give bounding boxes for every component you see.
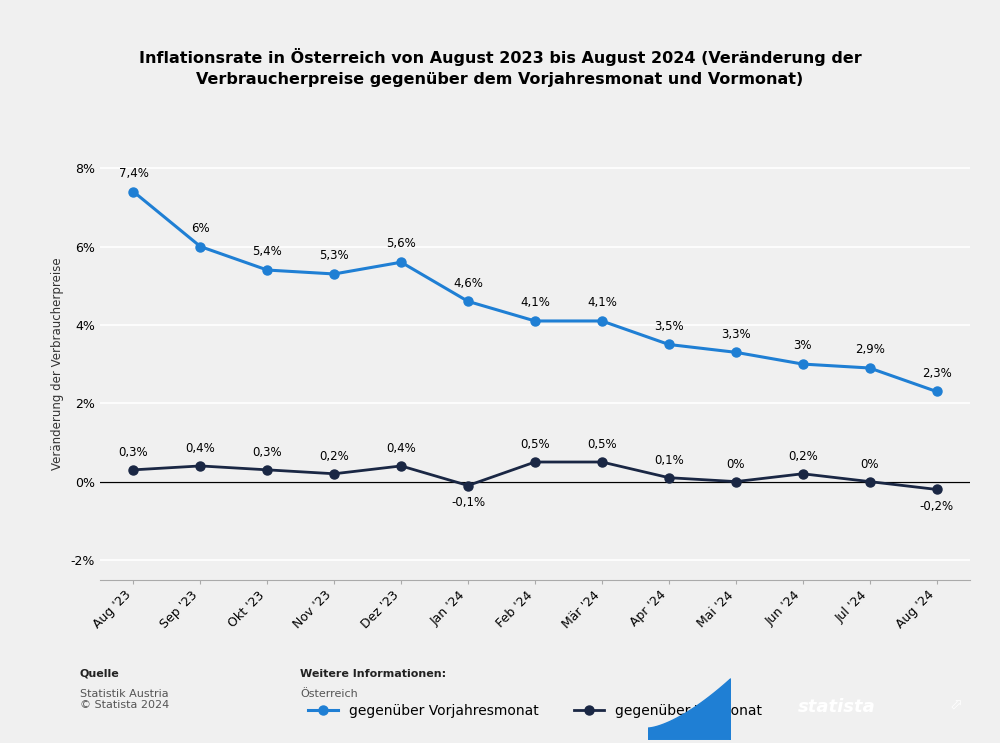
Text: 0,3%: 0,3% — [119, 446, 148, 459]
Text: 5,3%: 5,3% — [319, 249, 349, 262]
Text: 3,5%: 3,5% — [654, 319, 684, 333]
Text: 0,2%: 0,2% — [788, 450, 818, 463]
Text: Statistik Austria
© Statista 2024: Statistik Austria © Statista 2024 — [80, 689, 169, 710]
Text: Österreich: Österreich — [300, 689, 358, 698]
Legend: gegenüber Vorjahresmonat, gegenüber Vormonat: gegenüber Vorjahresmonat, gegenüber Vorm… — [302, 698, 768, 724]
Text: Weitere Informationen:: Weitere Informationen: — [300, 669, 446, 678]
Text: -0,1%: -0,1% — [451, 496, 485, 510]
Text: 4,1%: 4,1% — [587, 296, 617, 309]
Text: 0%: 0% — [860, 458, 879, 470]
Text: 0%: 0% — [727, 458, 745, 470]
Text: 3,3%: 3,3% — [721, 328, 751, 340]
Text: 7,4%: 7,4% — [119, 167, 148, 180]
Text: 2,9%: 2,9% — [855, 343, 885, 356]
Text: ⬀: ⬀ — [949, 698, 962, 713]
Text: 2,3%: 2,3% — [922, 367, 951, 380]
Text: 5,6%: 5,6% — [386, 238, 416, 250]
Text: 3%: 3% — [793, 340, 812, 352]
Text: 0,4%: 0,4% — [386, 442, 416, 455]
Text: 0,2%: 0,2% — [319, 450, 349, 463]
Text: 4,6%: 4,6% — [453, 276, 483, 290]
Text: statista: statista — [797, 698, 875, 716]
Text: 5,4%: 5,4% — [252, 245, 282, 259]
Text: 0,3%: 0,3% — [252, 446, 282, 459]
Text: 0,1%: 0,1% — [654, 454, 684, 467]
Text: 0,4%: 0,4% — [186, 442, 215, 455]
Text: Inflationsrate in Österreich von August 2023 bis August 2024 (Veränderung der
Ve: Inflationsrate in Österreich von August … — [139, 48, 861, 87]
Text: 4,1%: 4,1% — [520, 296, 550, 309]
Text: 0,5%: 0,5% — [587, 438, 617, 451]
Text: Quelle: Quelle — [80, 669, 120, 678]
Text: 6%: 6% — [191, 222, 210, 235]
Text: -0,2%: -0,2% — [919, 500, 954, 513]
Y-axis label: Veränderung der Verbraucherpreise: Veränderung der Verbraucherpreise — [51, 258, 64, 470]
Text: 0,5%: 0,5% — [520, 438, 550, 451]
